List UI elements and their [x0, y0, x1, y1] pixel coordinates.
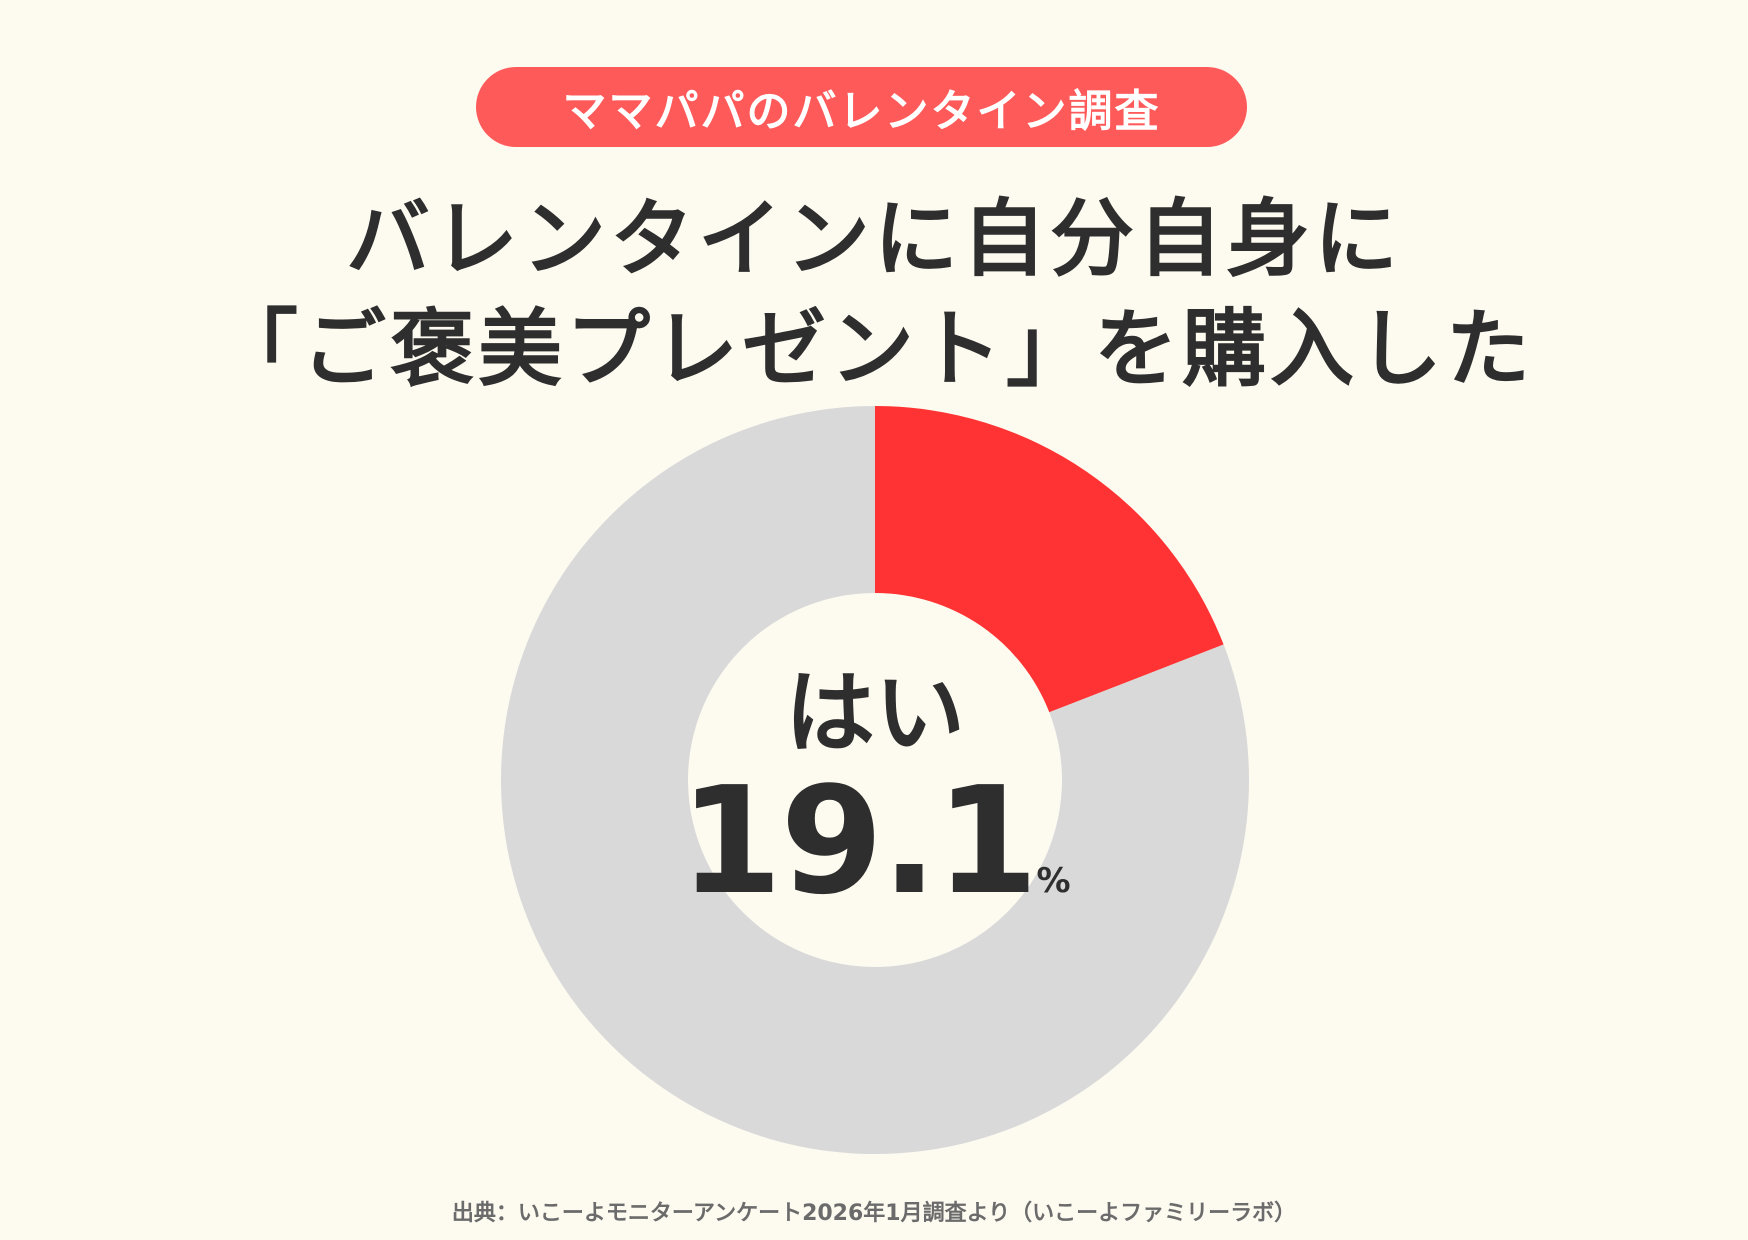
donut-slice-0 [875, 406, 1224, 713]
source-note: 出典：いこーよモニターアンケート2026年1月調査より（いこーよファミリーラボ） [451, 1201, 1297, 1226]
title-line-2: 「ご褒美プレゼント」を購入した [213, 300, 1534, 398]
center-value: 19.1 [679, 755, 1038, 927]
title-line-1: バレンタインに自分自身に [345, 190, 1402, 288]
center-label: はい [785, 661, 965, 766]
survey-badge: ママパパのバレンタイン調査 [476, 67, 1247, 147]
center-unit: % [1036, 861, 1071, 901]
center-value-wrap: 19.1% [675, 755, 1075, 927]
survey-badge-text: ママパパのバレンタイン調査 [562, 86, 1161, 137]
donut-slice-1 [501, 406, 1249, 1155]
